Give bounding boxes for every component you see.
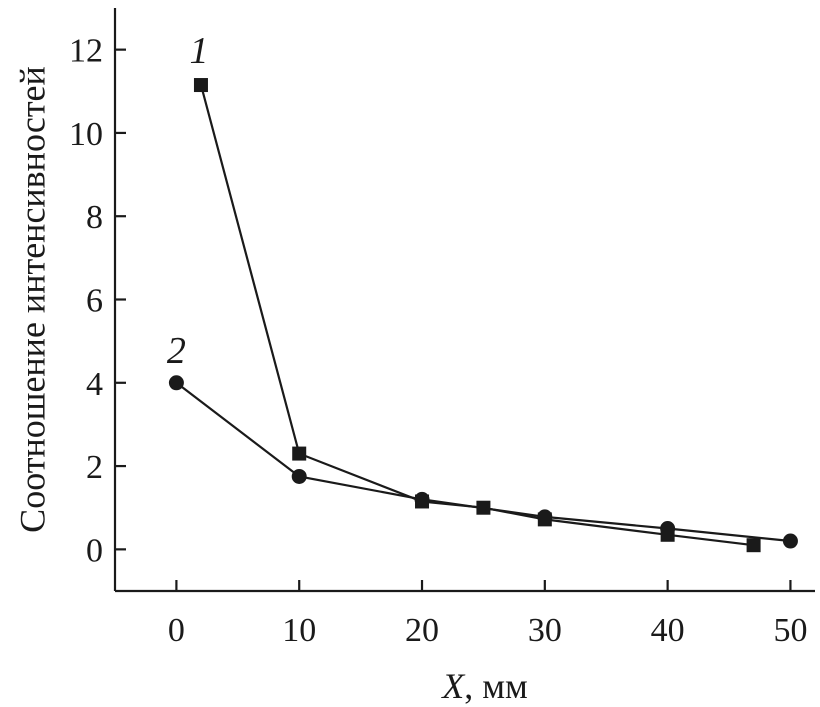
series-1-point bbox=[746, 538, 761, 553]
series-2-point bbox=[537, 509, 553, 525]
x-tick-label: 0 bbox=[168, 612, 185, 649]
series-2-point bbox=[414, 491, 430, 507]
series-label-2: 2 bbox=[167, 330, 186, 372]
x-axis-unit: , мм bbox=[464, 666, 528, 706]
series-1-point bbox=[292, 446, 307, 461]
y-ticks: 0 2 4 6 8 10 12 bbox=[69, 33, 126, 569]
x-ticks: 0 10 20 30 40 50 bbox=[168, 580, 807, 649]
x-tick-label: 40 bbox=[651, 612, 685, 649]
series-2-point bbox=[291, 468, 307, 484]
x-tick-label: 50 bbox=[773, 612, 807, 649]
y-tick-label: 2 bbox=[86, 449, 103, 486]
y-tick-label: 10 bbox=[69, 116, 103, 153]
series-2-point bbox=[660, 521, 676, 537]
x-axis-variable: X bbox=[440, 666, 466, 706]
series-2 bbox=[168, 375, 798, 549]
axes bbox=[113, 8, 815, 593]
y-tick-label: 8 bbox=[86, 199, 103, 236]
series-2-line bbox=[175, 381, 791, 543]
x-axis-title: X, мм bbox=[440, 666, 528, 706]
y-tick-label: 4 bbox=[86, 366, 103, 403]
y-tick-label: 6 bbox=[86, 283, 103, 320]
x-tick-label: 30 bbox=[528, 612, 562, 649]
series-layer bbox=[168, 78, 798, 553]
series-1-line bbox=[199, 84, 754, 547]
x-tick-label: 20 bbox=[405, 612, 439, 649]
series-2-point bbox=[782, 533, 798, 549]
series-label-1: 1 bbox=[189, 30, 208, 72]
series-1-point bbox=[193, 78, 208, 93]
series-1 bbox=[193, 78, 761, 553]
series-2-point bbox=[168, 375, 184, 391]
y-axis-title: Соотношение интенсивностей bbox=[12, 66, 52, 533]
y-tick-label: 12 bbox=[69, 33, 103, 70]
y-tick-label: 0 bbox=[86, 532, 103, 569]
x-tick-label: 10 bbox=[282, 612, 316, 649]
